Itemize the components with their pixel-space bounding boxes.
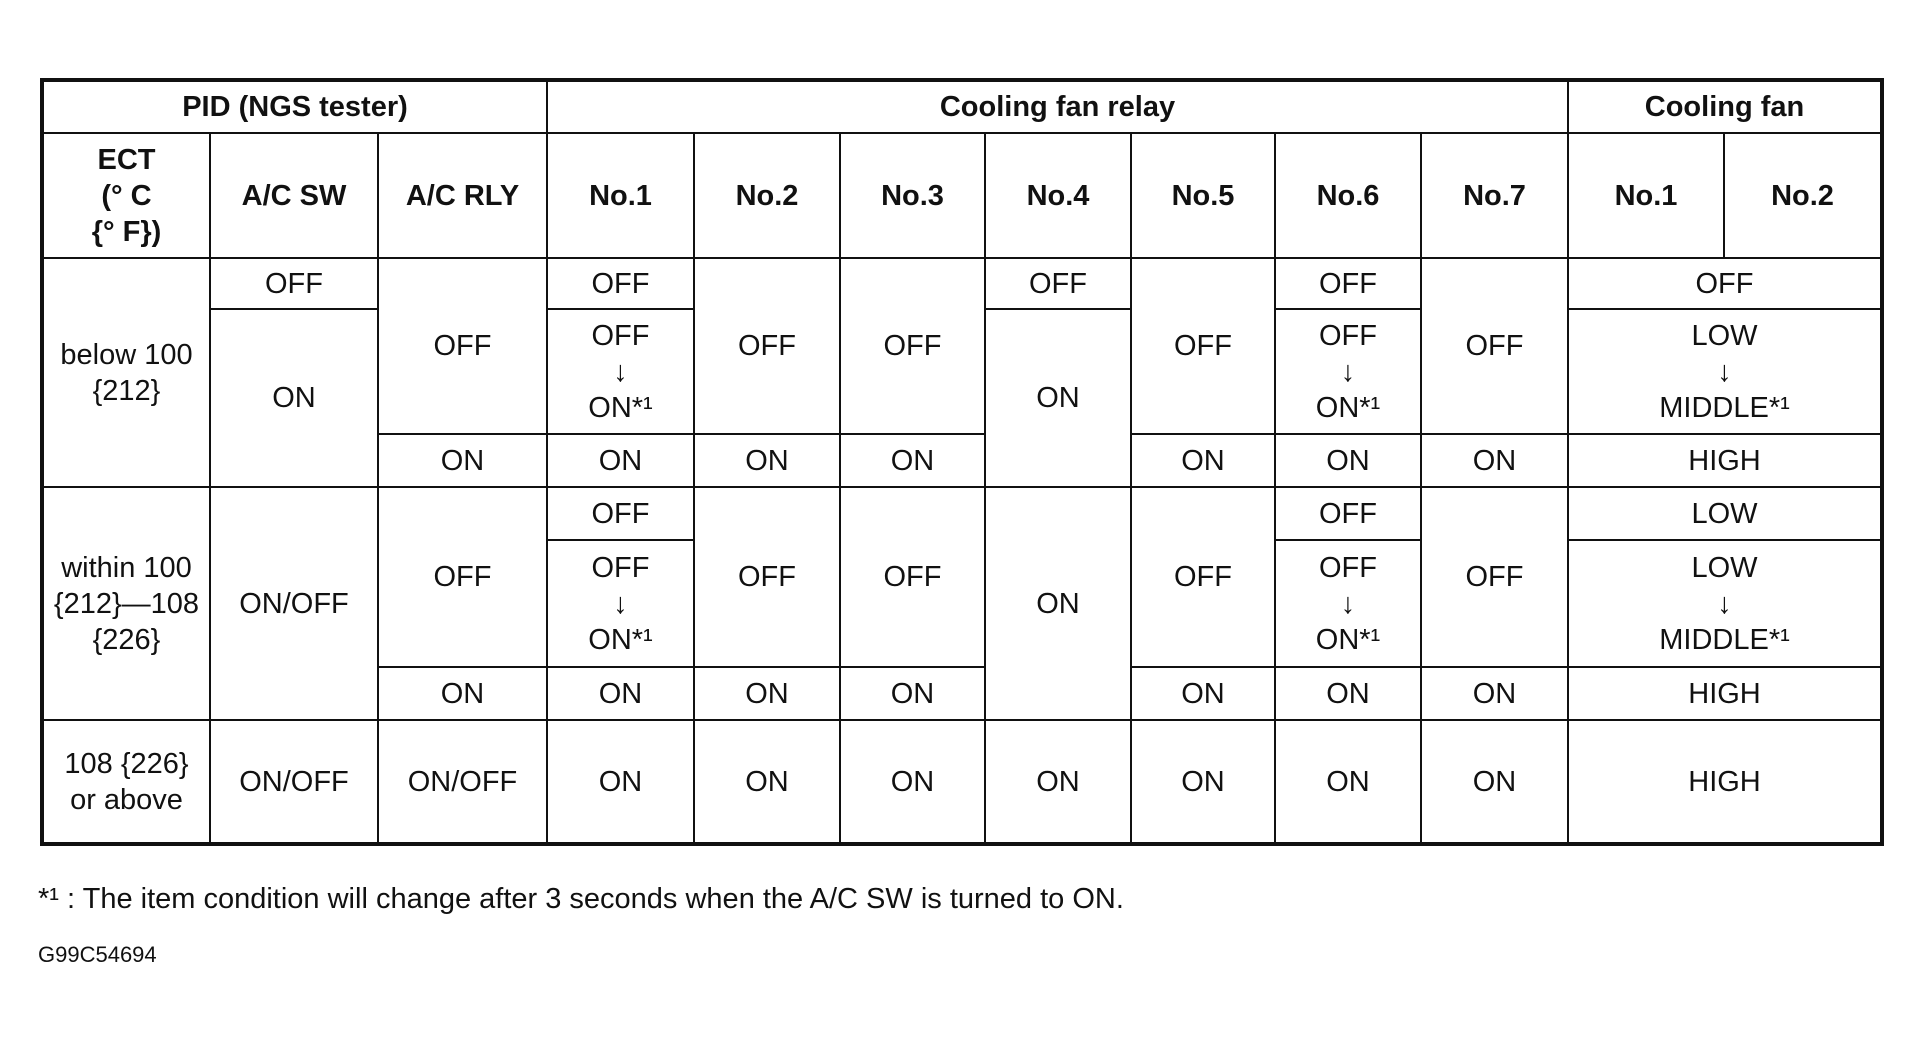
column-header: No.2: [1722, 132, 1884, 259]
footnote-marker: *¹: [38, 883, 59, 915]
table-cell: OFF: [1566, 257, 1884, 310]
table-cell: ON: [1130, 433, 1276, 488]
column-header: No.1: [546, 132, 695, 259]
table-cell: OFF: [1420, 486, 1569, 668]
table-cell: ON: [377, 666, 548, 721]
table-cell: ON: [209, 308, 379, 488]
header-group: Cooling fan: [1566, 79, 1884, 134]
table-row: within 100 {212}—108 {226} ON/OFF OFF OFF OF…: [41, 486, 1884, 721]
figure-id: G99C54694: [38, 942, 157, 967]
table-cell: 108 {226} or above: [41, 719, 211, 845]
column-header: A/C RLY: [377, 132, 548, 259]
table-cell: OFF: [693, 257, 841, 435]
table-cell: ON/OFF: [209, 719, 379, 845]
table-cell: ON: [546, 719, 695, 845]
header-group: PID (NGS tester): [41, 79, 548, 134]
table-row: ON OFF ↓ ON*¹ ON OFF ↓ ON*¹ LOW ↓ MIDDLE*¹: [42, 308, 1884, 488]
table-cell: LOW: [1566, 486, 1884, 541]
column-header: No.1: [1567, 132, 1725, 259]
table-cell: ON: [377, 433, 548, 488]
table-cell: ON/OFF: [377, 719, 548, 845]
table-cell: ON: [839, 666, 986, 721]
column-header-row: ECT (° C {° F}) A/C SW A/C RLY No.1 No.2 No.3…: [41, 132, 1884, 259]
header-group-row: PID (NGS tester) Cooling fan relay Cooli…: [41, 79, 1884, 134]
table-cell: HIGH: [1566, 433, 1884, 488]
header-group: Cooling fan relay: [546, 79, 1569, 134]
table-cell: ON: [839, 719, 986, 845]
table-row: ON ON ON ON ON ON ON HIGH: [42, 433, 1884, 488]
table-row: OFF ↓ ON*¹ OFF ↓ ON*¹ LOW ↓ MIDDLE*¹: [42, 539, 1884, 668]
column-header: No.3: [839, 132, 986, 259]
table-cell: HIGH: [1566, 666, 1884, 721]
column-header: No.5: [1130, 132, 1276, 259]
table-cell: OFF: [209, 257, 379, 310]
table-cell: OFF ↓ ON*¹: [546, 308, 695, 435]
column-header: No.6: [1274, 132, 1422, 259]
table-cell: OFF: [839, 257, 986, 435]
table-cell: OFF: [1130, 486, 1276, 668]
table-body: below 100 {212} OFF OFF OFF OFF OFF OFF OFF OFF O…: [41, 257, 1884, 845]
table-cell: OFF: [984, 257, 1132, 310]
table-cell: OFF: [839, 486, 986, 668]
table-cell: OFF ↓ ON*¹: [546, 539, 695, 668]
column-header: ECT (° C {° F}): [41, 132, 211, 259]
table-cell: OFF: [377, 486, 548, 668]
table-cell: ON: [1420, 719, 1569, 845]
table-cell: ON: [1274, 433, 1422, 488]
table-row: below 100 {212} OFF OFF OFF OFF OFF OFF OFF OFF O…: [41, 257, 1884, 488]
table-cell: below 100 {212}: [41, 257, 211, 488]
table-cell: HIGH: [1566, 719, 1884, 845]
table-cell: LOW ↓ MIDDLE*¹: [1566, 539, 1884, 668]
table-cell: OFF: [377, 257, 548, 435]
table-cell: OFF ↓ ON*¹: [1274, 308, 1422, 435]
table-row: 108 {226} or above ON/OFF ON/OFF ON ON ON ON ON…: [41, 719, 1884, 845]
table-cell: ON: [693, 433, 841, 488]
table-cell: ON: [693, 666, 841, 721]
table-cell: ON: [1130, 719, 1276, 845]
column-header: No.2: [693, 132, 841, 259]
table-cell: OFF: [1420, 257, 1569, 435]
table-cell: ON: [984, 308, 1132, 488]
table-cell: ON: [1130, 666, 1276, 721]
table-cell: ON/OFF: [209, 486, 379, 721]
table-cell: OFF: [1130, 257, 1276, 435]
relay-table: PID (NGS tester) Cooling fan relay Cooli…: [40, 78, 1885, 846]
column-header: No.7: [1420, 132, 1569, 259]
table-cell: ON: [546, 433, 695, 488]
table-cell: ON: [1274, 719, 1422, 845]
table-cell: OFF: [1274, 486, 1422, 541]
table-cell: ON: [984, 486, 1132, 721]
table-cell: ON: [693, 719, 841, 845]
table-cell: ON: [546, 666, 695, 721]
footnote-text: : The item condition will change after 3…: [67, 883, 1124, 915]
table-cell: ON: [1420, 666, 1569, 721]
table-cell: LOW ↓ MIDDLE*¹: [1566, 308, 1884, 435]
column-header: A/C SW: [209, 132, 379, 259]
table-cell: ON: [839, 433, 986, 488]
footnote: *¹ : The item condition will change afte…: [38, 883, 1124, 916]
table-cell: ON: [984, 719, 1132, 845]
table-cell: ON: [1420, 433, 1569, 488]
table-cell: OFF ↓ ON*¹: [1274, 539, 1422, 668]
table-cell: OFF: [693, 486, 841, 668]
table-cell: within 100 {212}—108 {226}: [41, 486, 211, 721]
table-cell: ON: [1274, 666, 1422, 721]
table-cell: OFF: [546, 486, 695, 541]
table-row: ON ON ON ON ON ON ON HIGH: [42, 666, 1884, 721]
column-header: No.4: [984, 132, 1132, 259]
table-cell: OFF: [1274, 257, 1422, 310]
table-head: PID (NGS tester) Cooling fan relay Cooli…: [41, 79, 1884, 259]
table-cell: OFF: [546, 257, 695, 310]
